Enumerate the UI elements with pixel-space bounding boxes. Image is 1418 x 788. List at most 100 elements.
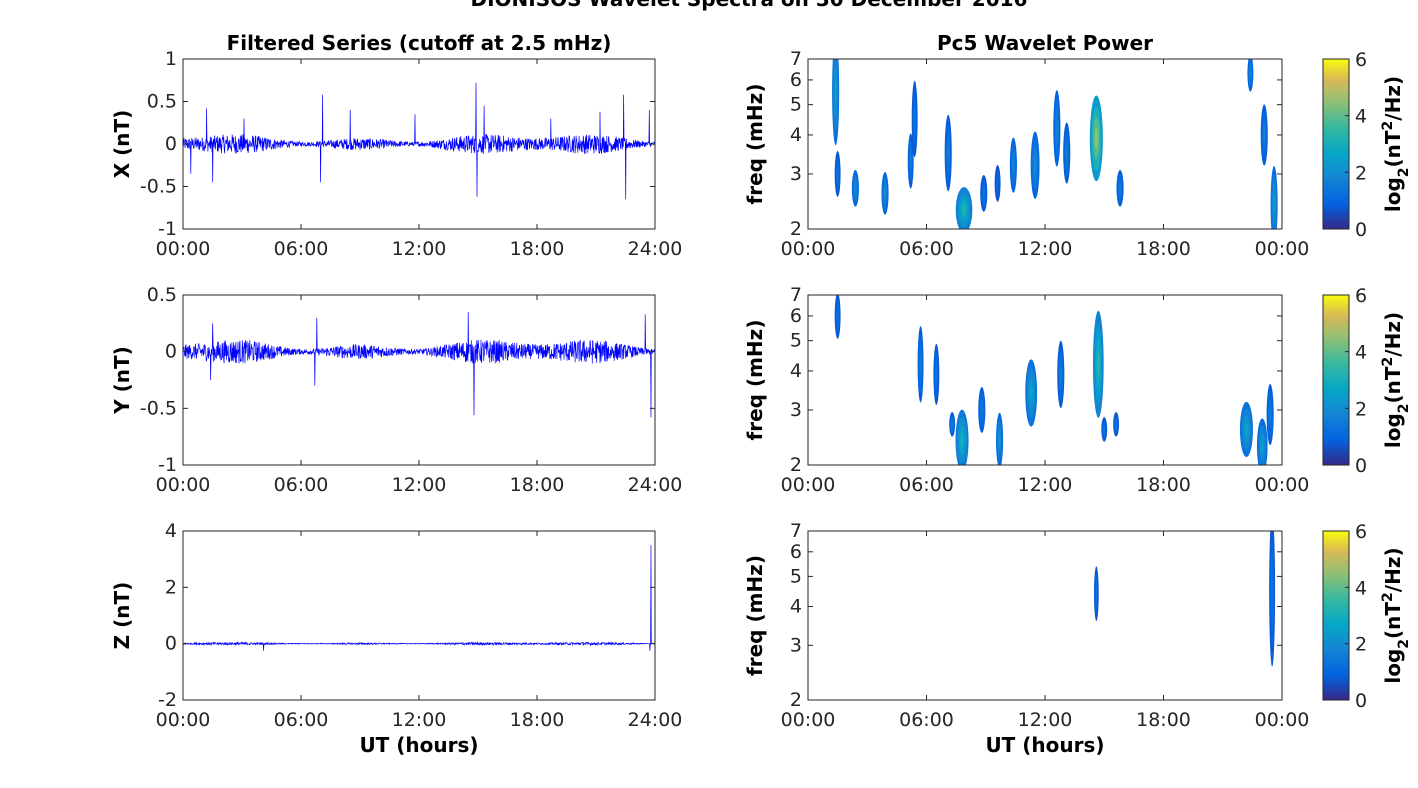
power-blob — [1059, 365, 1062, 383]
colorbar-tick-label: 2 — [1355, 398, 1367, 420]
y-axis-label: freq (mHz) — [743, 555, 767, 676]
y-axis-label: Y (nT) — [110, 346, 134, 415]
y-tick-label: 3 — [790, 163, 802, 185]
panel-z-series: 4 2 0 -200:00 06:00 12:00 18:00 24:00 UT (hours)… — [110, 520, 682, 757]
colorbar-label: log2(nT2/Hz) — [1380, 312, 1412, 448]
plot-area — [182, 294, 656, 466]
colorbar-tick-label: 6 — [1355, 521, 1367, 543]
x-tick-label: 00:00 — [156, 709, 211, 731]
x-tick-label: 18:00 — [1136, 474, 1191, 496]
y-tick-label: -1 — [158, 218, 177, 240]
power-blob — [1115, 421, 1117, 428]
y-tick-label: 2 — [790, 218, 802, 240]
y-tick-label: 4 — [790, 360, 802, 382]
power-blob — [884, 188, 886, 199]
y-tick-label: 2 — [790, 689, 802, 711]
power-blob — [1065, 145, 1068, 161]
colorbar-tick-label: 0 — [1355, 455, 1367, 477]
x-axis-label: UT (hours) — [359, 733, 478, 757]
colorbar-tick-label: 4 — [1355, 342, 1367, 364]
y-tick-label: 0 — [165, 133, 177, 155]
power-blob — [1263, 127, 1266, 143]
y-tick-label: 2 — [790, 454, 802, 476]
y-tick-label: 4 — [790, 124, 802, 146]
power-blob — [836, 310, 839, 322]
power-blob — [980, 404, 983, 416]
power-blob — [919, 354, 922, 374]
power-blob — [909, 154, 912, 168]
x-tick-label: 00:00 — [1255, 238, 1310, 260]
x-tick-label: 12:00 — [392, 709, 447, 731]
power-blob — [1249, 68, 1252, 78]
y-tick-label: 4 — [165, 520, 177, 542]
colorbar-tick-label: 2 — [1355, 634, 1367, 656]
power-blob — [1095, 586, 1097, 601]
x-tick-label: 12:00 — [392, 238, 447, 260]
y-tick-label: 0.5 — [147, 91, 177, 113]
x-tick-label: 18:00 — [510, 238, 565, 260]
y-tick-label: -0.5 — [140, 397, 177, 419]
power-blob — [1269, 406, 1272, 423]
x-tick-label: 00:00 — [1255, 709, 1310, 731]
x-tick-label: 06:00 — [274, 474, 329, 496]
x-tick-label: 00:00 — [1255, 474, 1310, 496]
colorbar-tick-label: 6 — [1355, 285, 1367, 307]
x-tick-label: 00:00 — [156, 474, 211, 496]
panel-y-series: 0.5 0 -0.5 -100:00 06:00 12:00 18:00 24:00 Y (nT… — [110, 284, 682, 496]
plot-area — [807, 530, 1283, 701]
x-tick-label: 00:00 — [781, 709, 836, 731]
y-tick-label: 3 — [790, 634, 802, 656]
power-blob — [1119, 183, 1121, 193]
colorbar — [1322, 294, 1350, 466]
figure-suptitle: DIONISOS Wavelet Spectra on 30 December … — [471, 0, 1028, 11]
plot-area — [182, 530, 656, 701]
x-tick-label: 18:00 — [510, 474, 565, 496]
plot-area — [807, 58, 1283, 230]
colorbar-tick-label: 0 — [1355, 690, 1367, 712]
y-tick-label: 0 — [165, 633, 177, 655]
power-blob — [998, 433, 1001, 448]
panel-title: Pc5 Wavelet Power — [937, 31, 1153, 55]
x-tick-label: 18:00 — [1136, 709, 1191, 731]
power-blob — [1103, 426, 1105, 433]
x-tick-label: 24:00 — [628, 238, 683, 260]
colorbar-tick-label: 6 — [1355, 49, 1367, 71]
y-axis-label: freq (mHz) — [743, 84, 767, 205]
series-line — [182, 82, 655, 200]
y-tick-label: 6 — [790, 305, 802, 327]
y-tick-label: 3 — [790, 399, 802, 421]
x-axis-label: UT (hours) — [985, 733, 1104, 757]
x-tick-label: 06:00 — [899, 238, 954, 260]
colorbar-tick-label: 2 — [1355, 162, 1367, 184]
x-tick-label: 00:00 — [156, 238, 211, 260]
y-tick-label: -0.5 — [140, 176, 177, 198]
colorbar-tick-label: 4 — [1355, 577, 1367, 599]
x-tick-label: 18:00 — [510, 709, 565, 731]
x-tick-label: 06:00 — [899, 474, 954, 496]
y-tick-label: 4 — [790, 595, 802, 617]
y-tick-label: 2 — [165, 576, 177, 598]
y-axis-label: X (nT) — [110, 110, 134, 179]
x-tick-label: 12:00 — [392, 474, 447, 496]
heatmap-blobs — [834, 295, 1274, 465]
power-blob — [1034, 156, 1037, 174]
panel-x-series: 1 0.5 0 -0.5 -100:00 06:00 12:00 18:00 24:00 Filt… — [110, 31, 682, 260]
power-blob — [961, 204, 967, 216]
x-tick-label: 12:00 — [1018, 474, 1073, 496]
y-tick-label: 7 — [790, 284, 802, 306]
x-tick-label: 18:00 — [1136, 238, 1191, 260]
series-line — [182, 311, 656, 418]
power-blob — [982, 188, 985, 198]
x-tick-label: 06:00 — [899, 709, 954, 731]
series-line — [183, 545, 656, 651]
y-tick-label: 6 — [790, 69, 802, 91]
y-tick-label: 5 — [790, 565, 802, 587]
power-blob — [836, 168, 839, 180]
power-blob — [1273, 194, 1275, 214]
plot-area — [807, 294, 1283, 466]
colorbar — [1322, 58, 1350, 230]
y-tick-label: 1 — [165, 48, 177, 70]
x-tick-label: 24:00 — [628, 474, 683, 496]
